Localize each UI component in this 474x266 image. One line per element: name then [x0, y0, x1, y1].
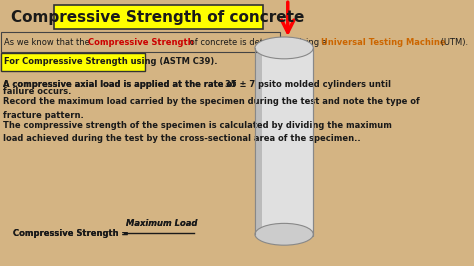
Text: Compressive Strength: Compressive Strength [88, 38, 193, 47]
Text: 35 ± 7 psi: 35 ± 7 psi [225, 80, 272, 89]
FancyBboxPatch shape [1, 32, 280, 52]
Text: to molded cylinders until: to molded cylinders until [269, 80, 391, 89]
Text: Compressive Strength =: Compressive Strength = [13, 229, 131, 238]
FancyBboxPatch shape [255, 48, 262, 236]
Text: The compressive strength of the specimen is calculated by dividing the maximum
l: The compressive strength of the specimen… [3, 121, 392, 143]
Text: Compressive Strength =: Compressive Strength = [13, 229, 131, 238]
Text: Maximum Load: Maximum Load [126, 219, 197, 228]
FancyBboxPatch shape [255, 48, 313, 236]
Ellipse shape [255, 37, 313, 59]
Text: Maximum Load: Maximum Load [126, 219, 197, 228]
Ellipse shape [255, 223, 313, 245]
Text: of concrete is determine Using a: of concrete is determine Using a [187, 38, 329, 47]
Text: A compressive axial load is applied at the rate of: A compressive axial load is applied at t… [3, 80, 239, 89]
Text: failure occurs.: failure occurs. [3, 86, 71, 95]
FancyBboxPatch shape [54, 5, 263, 29]
Text: As we know that the: As we know that the [4, 38, 93, 47]
Text: A compressive axial load is applied at the rate of: A compressive axial load is applied at t… [3, 80, 239, 89]
Text: (UTM).: (UTM). [438, 38, 468, 47]
Text: Compressive Strength of concrete: Compressive Strength of concrete [11, 10, 305, 25]
FancyBboxPatch shape [1, 53, 145, 71]
Text: Record the maximum load carried by the specimen during the test and note the typ: Record the maximum load carried by the s… [3, 97, 419, 120]
Text: For Compressive Strength using (ASTM C39).: For Compressive Strength using (ASTM C39… [4, 57, 218, 66]
Text: Universal Testing Machine: Universal Testing Machine [321, 38, 446, 47]
